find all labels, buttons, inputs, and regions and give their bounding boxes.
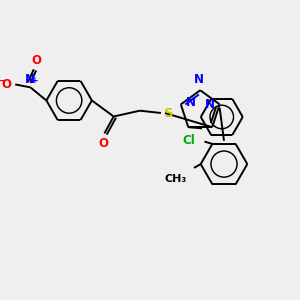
Text: +: + (31, 76, 39, 85)
Text: O: O (31, 54, 41, 67)
Text: N: N (26, 73, 35, 86)
Text: O: O (1, 78, 11, 91)
Text: N: N (186, 96, 196, 110)
Text: N: N (194, 74, 204, 86)
Text: −: − (0, 76, 7, 86)
Text: N: N (205, 98, 215, 111)
Text: Cl: Cl (182, 134, 195, 148)
Text: O: O (98, 137, 109, 151)
Text: S: S (164, 107, 174, 120)
Text: CH₃: CH₃ (165, 174, 187, 184)
